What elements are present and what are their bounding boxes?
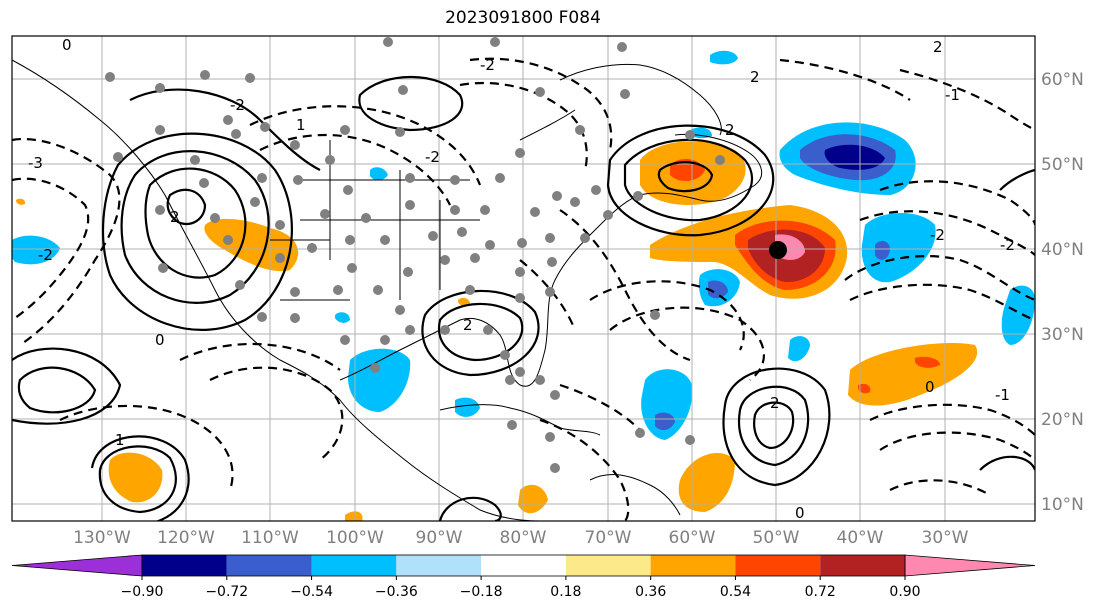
station-markers — [105, 37, 725, 473]
colorbar-segment — [226, 555, 312, 576]
lon-label-70w: 70°W — [585, 528, 632, 548]
map-border — [11, 35, 1036, 522]
longitude-labels: 130°W 120°W 110°W 100°W 90°W 80°W 70°W 6… — [73, 528, 969, 548]
svg-text:-2: -2 — [38, 246, 53, 264]
lon-label-100w: 100°W — [326, 528, 384, 548]
colorbar-tick-label: 0.90 — [889, 584, 920, 600]
colorbar-ticks: −0.90 −0.72 −0.54 −0.36 −0.18 0.18 0.36 0.54 0.7… — [121, 576, 921, 600]
colorbar-extend-low — [11, 554, 143, 577]
colorbar-tick-label: −0.18 — [460, 584, 503, 600]
colorbar-tick-label: 0.72 — [805, 584, 836, 600]
svg-text:2: 2 — [933, 38, 943, 56]
svg-text:0: 0 — [62, 36, 72, 54]
colorbar-segments — [11, 554, 1036, 577]
lon-label-120w: 120°W — [157, 528, 215, 548]
lon-label-40w: 40°W — [837, 528, 884, 548]
svg-text:2: 2 — [750, 68, 760, 86]
colorbar-extend-high — [904, 554, 1036, 577]
lon-label-110w: 110°W — [241, 528, 299, 548]
lon-label-130w: 130°W — [73, 528, 131, 548]
colorbar-segment — [396, 555, 482, 576]
colorbar-tick-label: −0.90 — [121, 584, 164, 600]
colorbar-segment — [735, 555, 821, 576]
svg-text:-2: -2 — [425, 148, 440, 166]
coastlines — [12, 59, 763, 521]
contour-labels: -2 -2 -2 -2 -2 -2 2 2 2 2 2 2 0 0 0 0 -1… — [28, 36, 1015, 522]
colorbar-tick-label: 0.18 — [550, 584, 581, 600]
svg-text:-2: -2 — [1000, 236, 1015, 254]
lat-label-40: 40°N — [1041, 240, 1084, 260]
colorbar-tick-label: −0.72 — [205, 584, 248, 600]
lat-label-20: 20°N — [1041, 410, 1084, 430]
colorbar-tick-label: −0.54 — [290, 584, 333, 600]
lon-label-50w: 50°W — [753, 528, 800, 548]
colorbar-segment — [820, 555, 905, 576]
lon-label-30w: 30°W — [922, 528, 969, 548]
anomaly-shading — [12, 50, 1035, 521]
contour-lines-dashed — [12, 57, 1035, 521]
colorbar-segment — [481, 555, 566, 576]
lon-label-80w: 80°W — [500, 528, 547, 548]
svg-text:2: 2 — [170, 208, 180, 226]
colorbar: −0.90 −0.72 −0.54 −0.36 −0.18 0.18 0.36 0.54 0.7… — [11, 554, 1036, 600]
lat-label-50: 50°N — [1041, 155, 1084, 175]
svg-text:-1: -1 — [995, 386, 1010, 404]
svg-text:2: 2 — [770, 394, 780, 412]
svg-text:-1: -1 — [945, 86, 960, 104]
svg-text:0: 0 — [925, 378, 935, 396]
svg-text:2: 2 — [463, 316, 473, 334]
colorbar-tick-label: −0.36 — [375, 584, 418, 600]
svg-text:1: 1 — [296, 116, 306, 134]
colorbar-tick-label: 0.36 — [635, 584, 666, 600]
svg-text:-2: -2 — [480, 56, 495, 74]
lon-label-60w: 60°W — [669, 528, 716, 548]
svg-text:-2: -2 — [930, 226, 945, 244]
colorbar-segment — [565, 555, 651, 576]
lon-label-90w: 90°W — [416, 528, 463, 548]
svg-text:-2: -2 — [230, 96, 245, 114]
lat-label-30: 30°N — [1041, 325, 1084, 345]
lat-label-10: 10°N — [1041, 495, 1084, 515]
svg-text:0: 0 — [795, 504, 805, 522]
colorbar-segment — [142, 555, 227, 576]
svg-text:-3: -3 — [28, 154, 43, 172]
lat-label-60: 60°N — [1041, 70, 1084, 90]
contour-lines — [12, 75, 1035, 521]
page-title: 2023091800 F084 — [445, 8, 601, 28]
colorbar-outline — [141, 554, 906, 577]
colorbar-segment — [311, 555, 397, 576]
colorbar-segment — [650, 555, 736, 576]
colorbar-tick-label: 0.54 — [720, 584, 751, 600]
svg-text:1: 1 — [115, 431, 125, 449]
storm-center-marker — [769, 241, 787, 259]
svg-text:0: 0 — [155, 331, 165, 349]
svg-text:2: 2 — [725, 121, 735, 139]
latitude-labels: 60°N 50°N 40°N 30°N 20°N 10°N — [1041, 70, 1084, 515]
